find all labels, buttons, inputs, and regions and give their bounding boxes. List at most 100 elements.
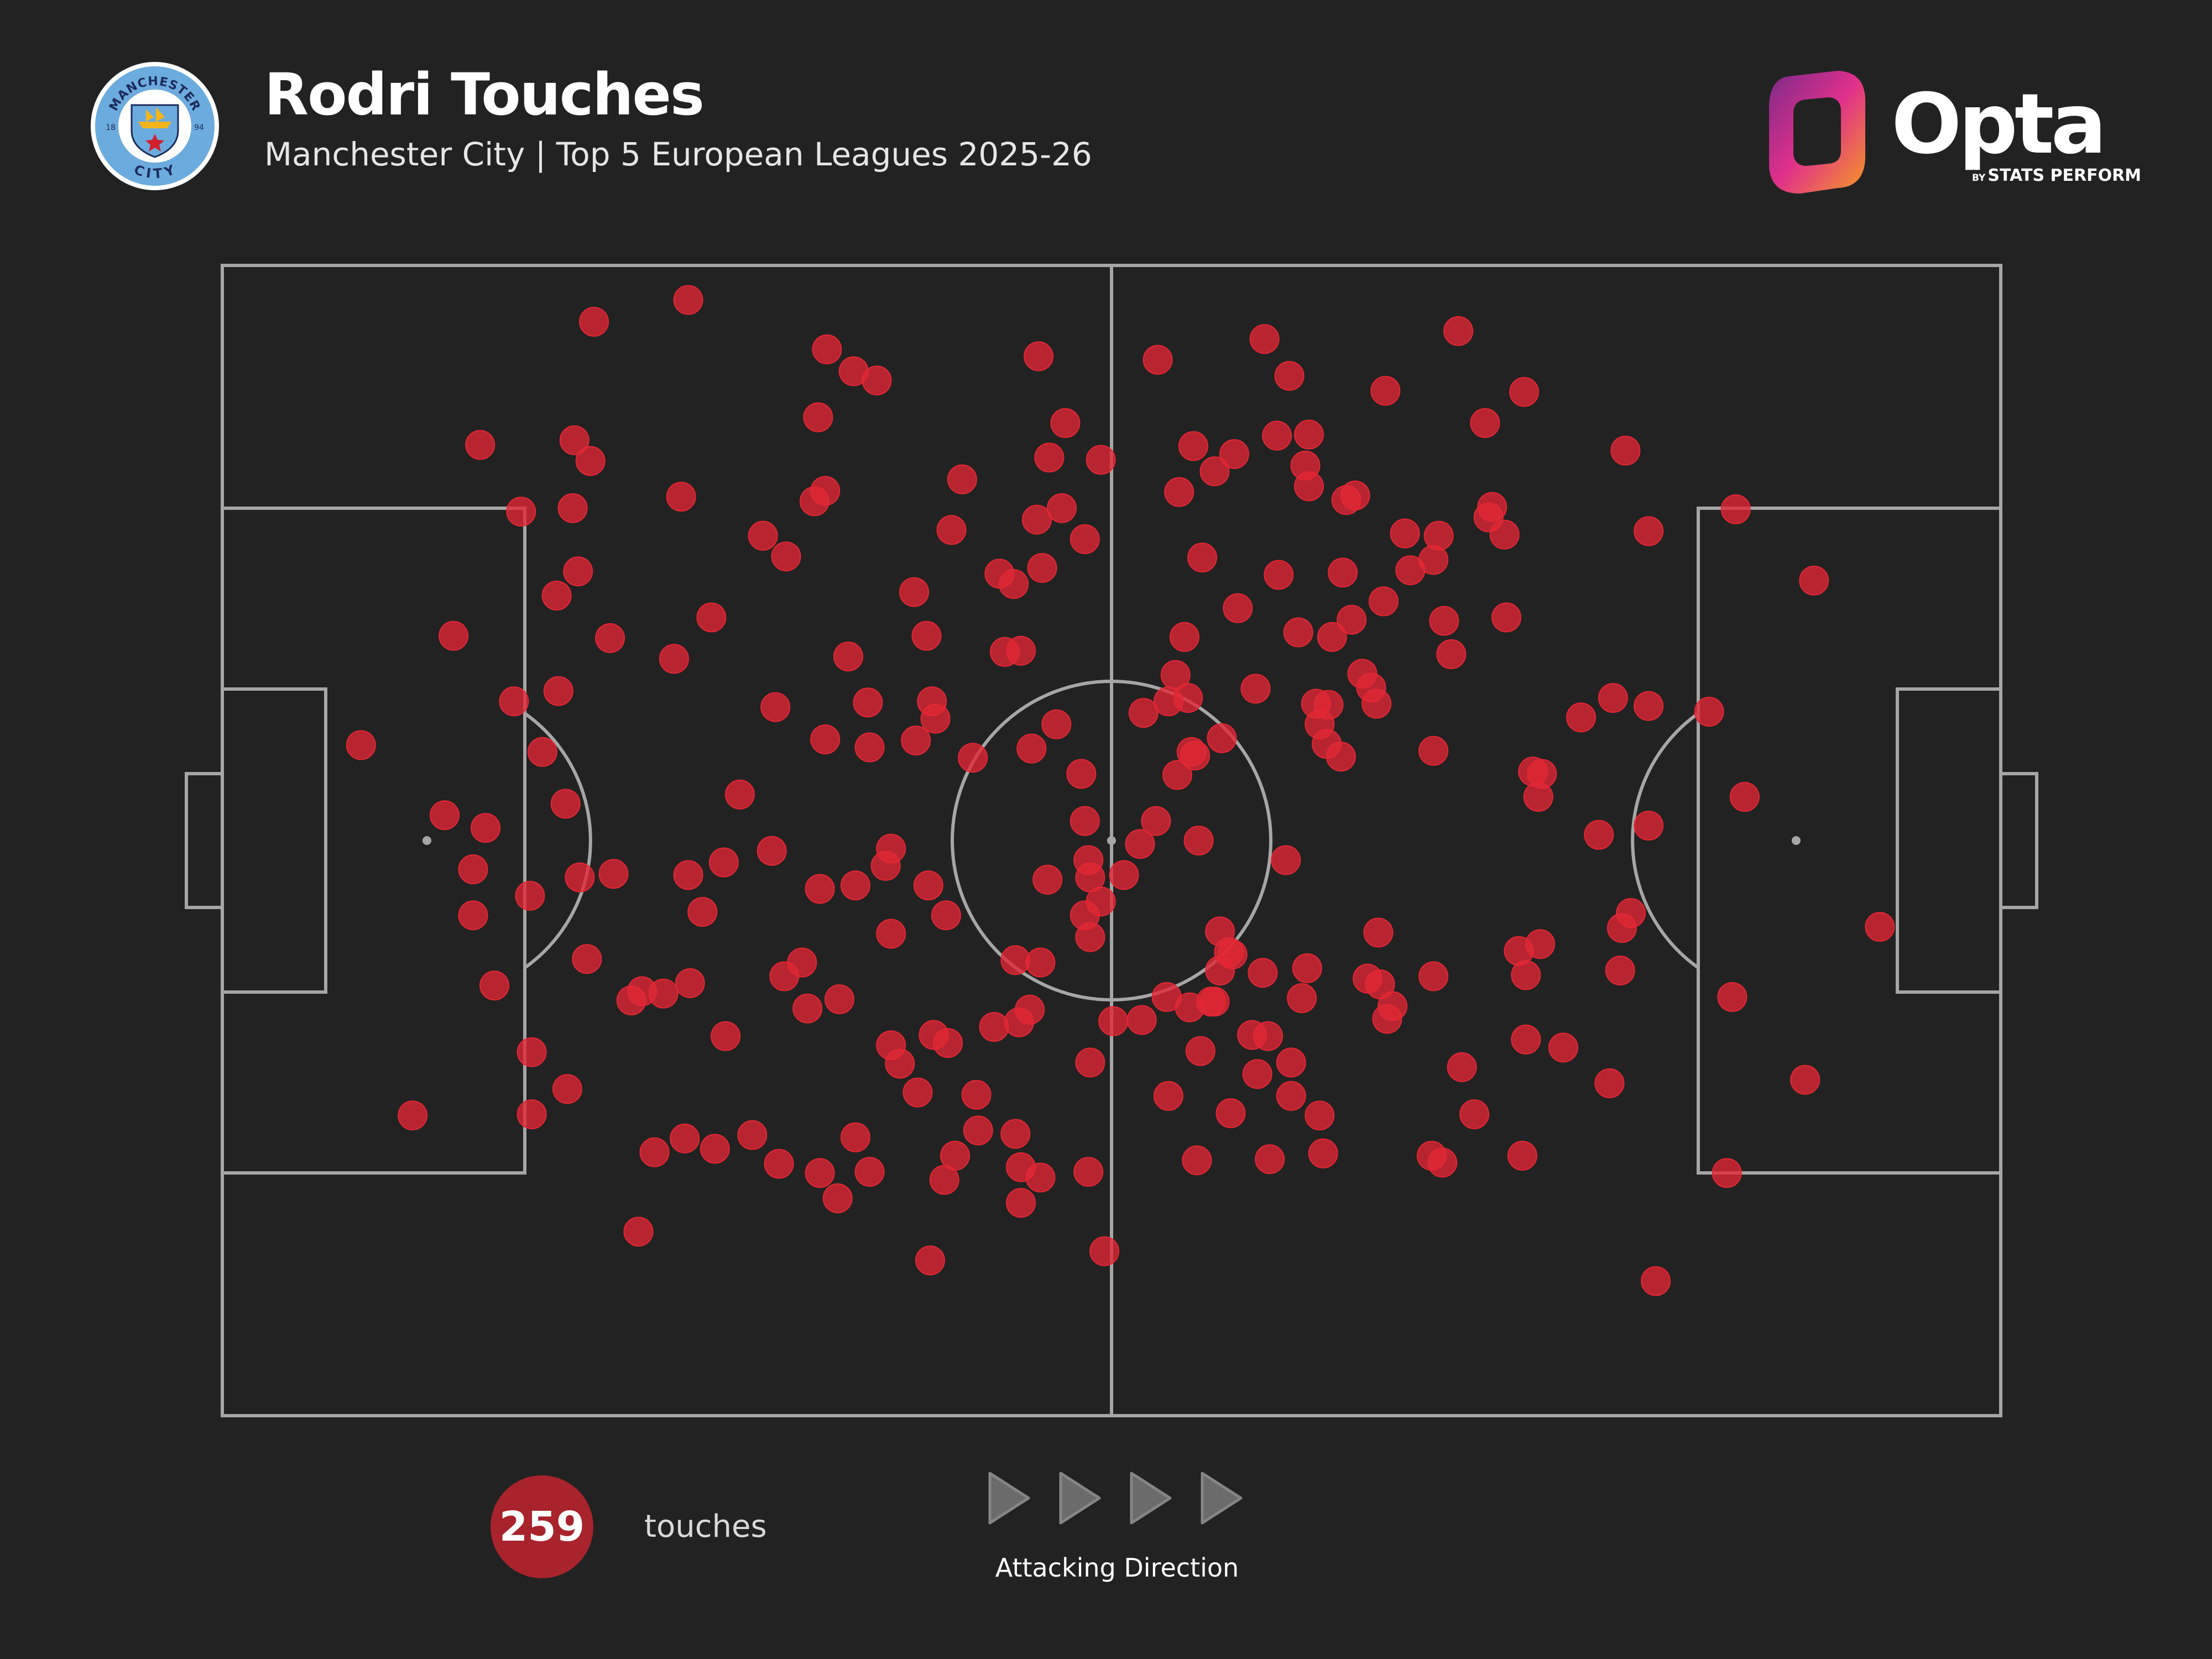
touch-point [840,1122,870,1152]
touch-point [543,676,573,706]
manchester-city-crest: MANCHESTER CITY 18 94 [91,62,219,190]
touch-point [1185,1036,1215,1066]
touch-point [760,692,791,722]
touch-point [1141,806,1171,836]
touch-point [1075,862,1105,893]
touch-point [1799,565,1829,596]
touch-point [1178,431,1208,461]
left-penalty-spot [422,836,431,845]
touch-point [579,306,609,337]
touch-point [1416,1140,1447,1171]
crest-shield [131,104,179,158]
touch-point [1176,737,1207,767]
left-goal [185,772,224,909]
touch-point [595,623,625,653]
touch-point [1470,408,1500,438]
touch-point [771,541,801,572]
touch-point [506,497,536,527]
touch-point [1041,709,1072,739]
touch-point [1142,345,1173,375]
touch-point [1507,1140,1537,1171]
touch-count-value: 259 [499,1503,585,1551]
touch-point [862,366,892,395]
touch-point [479,971,509,1001]
arrow-icon [1059,1472,1101,1525]
left-penalty-arc [524,712,592,969]
touch-point [1308,1138,1338,1168]
touch-point [1326,742,1356,772]
touch-point [659,644,689,674]
touch-point [902,1077,933,1108]
touch-point [1098,1006,1129,1036]
touch-point [1025,1162,1056,1193]
touch-point [1199,987,1230,1017]
touch-point [1109,860,1139,890]
touch-point [1525,929,1556,959]
touch-point [1024,341,1054,372]
touch-point [1070,524,1100,554]
touch-point [911,620,942,651]
touch-point [1301,688,1331,719]
touch-point [1153,1081,1183,1111]
touch-point [563,556,593,587]
touch-point [1372,1004,1402,1034]
touch-point [687,897,718,927]
touch-point [1070,806,1100,836]
touch-point [854,1157,885,1187]
touch-point [673,860,703,890]
touch-point [1160,660,1191,690]
chart-subtitle: Manchester City | Top 5 European Leagues… [264,135,1092,173]
touch-point [1242,1059,1272,1089]
touch-point [1162,760,1192,790]
touch-point [933,1028,963,1058]
touch-point [1086,445,1116,475]
touch-points [346,285,1895,1296]
touch-point [1283,617,1313,648]
touch-point [1027,553,1057,583]
touch-point [1264,560,1294,590]
pitch-spots [422,836,1801,845]
touch-point [805,1158,835,1188]
touch-point [1276,1047,1306,1078]
touch-point [876,919,906,949]
touch-point [517,1037,547,1067]
touch-point [598,859,629,889]
touch-point [920,703,951,734]
touch-point [979,1012,1009,1042]
touch-point [1240,674,1271,704]
touch-point [1566,702,1596,733]
crest-year-left: 18 [106,123,116,132]
touch-point [913,870,943,901]
touch-point [711,1021,741,1051]
touch-point [458,854,488,884]
touch-point [1183,826,1214,855]
center-circle [951,680,1272,1001]
touch-point [1598,683,1628,713]
touch-point [1237,1020,1267,1050]
touch-point [1328,557,1358,588]
touch-point [1292,953,1322,983]
touch-point [1215,1098,1246,1128]
touch-point [1125,829,1155,859]
touch-point [1255,1144,1285,1175]
touch-point [1248,958,1278,988]
touch-point [1032,864,1063,895]
touch-point [1294,419,1324,450]
touch-point [572,944,602,974]
right-penalty-spot [1792,836,1801,845]
touch-point [1006,1188,1036,1218]
touch-point [517,1099,547,1129]
opta-logo-mark [1769,71,1865,194]
touch-point [439,620,469,651]
touch-point [1717,982,1747,1012]
touch-point [1182,1145,1212,1176]
touch-point [1016,733,1047,764]
touch-point [559,425,589,456]
touch-point [1025,947,1056,978]
touch-point [1034,442,1065,473]
touch-point [1694,697,1724,727]
touch-point [648,978,679,1009]
touch-point [822,1183,853,1213]
touch-point [764,1149,794,1179]
